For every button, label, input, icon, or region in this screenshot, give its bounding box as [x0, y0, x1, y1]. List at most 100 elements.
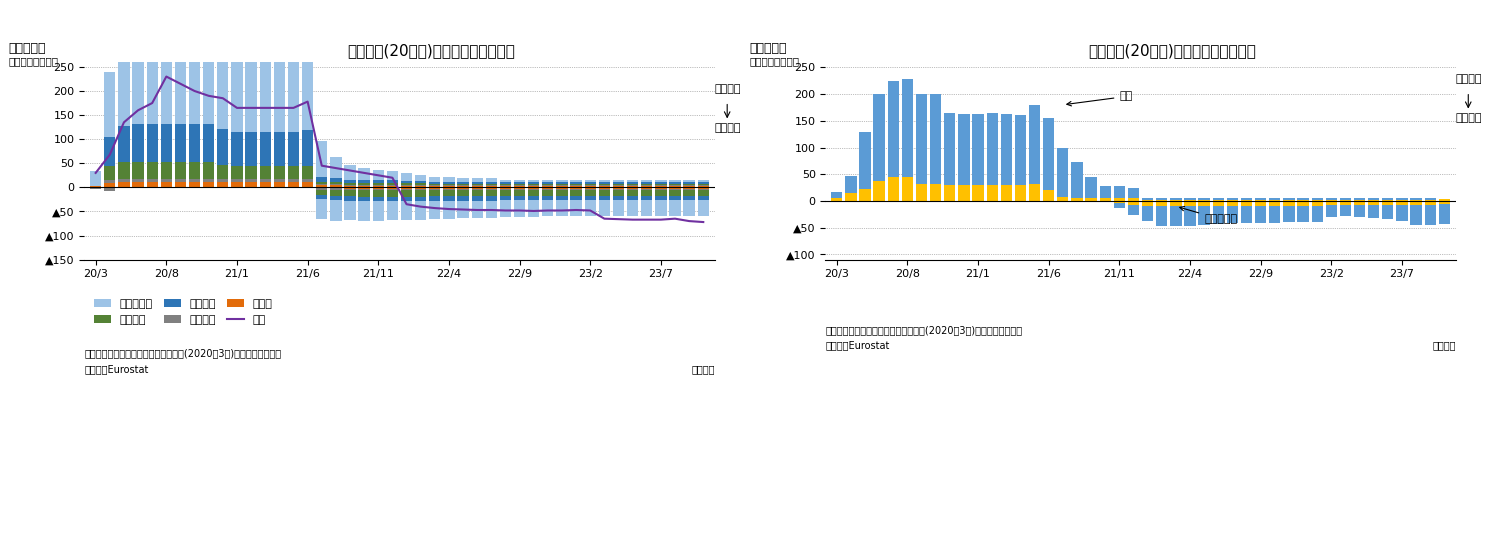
全体 [114, 119, 132, 125]
Bar [316, 177, 328, 182]
Bar [684, 188, 694, 189]
Text: 全体: 全体 [1067, 92, 1133, 106]
Bar [289, 179, 299, 182]
Bar [585, 188, 595, 189]
Bar [316, 182, 328, 184]
Bar [203, 179, 215, 182]
Bar [1354, 201, 1365, 205]
Bar [1213, 201, 1223, 225]
Bar [359, 183, 370, 185]
Bar [543, 186, 553, 188]
Bar [598, 196, 610, 200]
Bar [401, 202, 412, 220]
Bar [472, 186, 482, 188]
Bar [1127, 198, 1139, 201]
Bar [260, 132, 271, 166]
全体 [271, 105, 289, 111]
Bar [485, 178, 497, 182]
Bar [697, 189, 709, 190]
Bar [359, 202, 370, 221]
Text: 失業者減: 失業者減 [1456, 113, 1482, 123]
Bar [231, 182, 242, 188]
Bar [344, 196, 356, 201]
Bar [359, 185, 370, 186]
Bar [697, 180, 709, 182]
Bar [697, 186, 709, 188]
Bar [203, 44, 215, 124]
Bar [331, 190, 341, 196]
全体 [496, 207, 514, 214]
Bar [627, 183, 639, 185]
Bar [500, 189, 511, 190]
Bar [1001, 114, 1012, 201]
Bar [218, 129, 228, 165]
Bar [655, 180, 666, 182]
Bar [669, 189, 681, 190]
Bar [415, 202, 427, 220]
Bar [203, 182, 215, 188]
Bar [1255, 198, 1267, 201]
Bar [613, 188, 624, 189]
Bar [669, 190, 681, 196]
Bar [1438, 201, 1450, 224]
Bar [684, 186, 694, 188]
Bar [1085, 177, 1097, 201]
Bar [1241, 198, 1252, 201]
Bar [386, 197, 398, 202]
Bar [386, 189, 398, 190]
Bar [598, 182, 610, 183]
Bar [571, 182, 582, 183]
Bar [1297, 201, 1309, 222]
Bar [1312, 201, 1323, 222]
Bar [274, 166, 286, 179]
Bar [1156, 201, 1168, 206]
Bar [627, 189, 639, 190]
Bar [386, 202, 398, 220]
Bar [147, 182, 158, 188]
Bar [697, 196, 709, 200]
Bar [344, 189, 356, 190]
Bar [642, 188, 652, 189]
Bar [684, 185, 694, 186]
Bar [1043, 190, 1055, 201]
Bar [132, 182, 144, 188]
Bar [1127, 188, 1139, 201]
Text: （基準差、万人）: （基準差、万人） [9, 56, 59, 66]
Bar [472, 190, 482, 196]
Bar [119, 126, 129, 162]
Bar [500, 188, 511, 189]
Bar [613, 182, 624, 183]
Bar [331, 188, 341, 190]
Bar [571, 180, 582, 182]
Bar [430, 189, 440, 190]
Bar [457, 189, 469, 190]
Bar [1184, 201, 1196, 226]
Bar [260, 179, 271, 182]
Bar [1410, 201, 1422, 205]
Bar [485, 196, 497, 201]
Bar [430, 201, 440, 219]
全体 [525, 208, 543, 214]
Title: ユーロ圏(20か国)の累積失業者数変化: ユーロ圏(20か国)の累積失業者数変化 [347, 43, 516, 58]
全体 [397, 201, 415, 207]
Bar [902, 177, 912, 201]
Bar [161, 30, 171, 124]
Bar [959, 114, 969, 201]
Bar [585, 186, 595, 188]
Bar [472, 201, 482, 218]
Bar [986, 113, 998, 201]
Bar [1396, 201, 1408, 205]
Bar [613, 185, 624, 186]
Bar [161, 179, 171, 182]
全体 [567, 207, 585, 213]
Bar [613, 189, 624, 190]
Bar [1226, 201, 1238, 206]
Bar [1339, 201, 1351, 216]
Text: （図表４）: （図表４） [750, 42, 788, 55]
Bar [260, 182, 271, 188]
Bar [1184, 201, 1196, 206]
Bar [373, 202, 383, 221]
全体 [511, 207, 529, 214]
Bar [218, 49, 228, 129]
Bar [571, 186, 582, 188]
